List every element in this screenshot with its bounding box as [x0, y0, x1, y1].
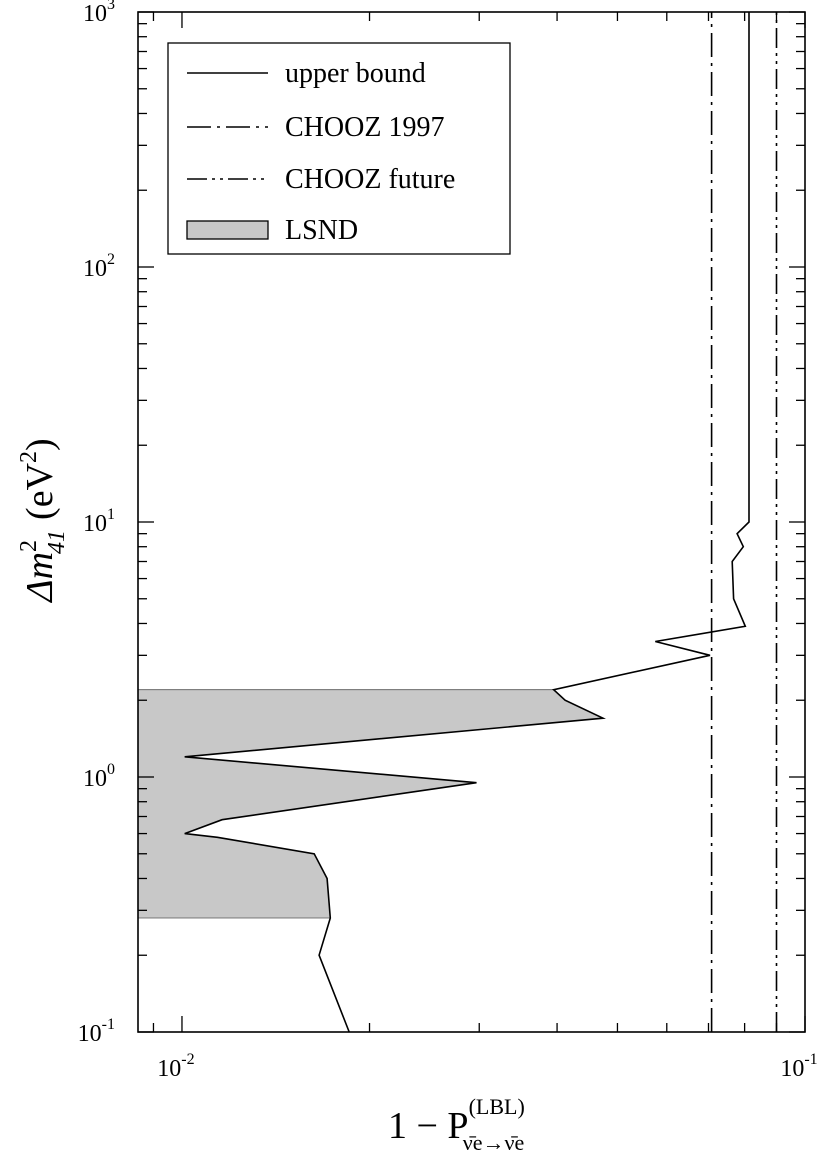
legend-label-chooz-future: CHOOZ future: [285, 164, 455, 195]
legend-label-lsnd: LSND: [285, 215, 358, 246]
y-tick-label-exp: -1: [102, 1016, 115, 1033]
y-tick-label-exp: 3: [107, 0, 115, 13]
x-tick-label-base: 10: [157, 1056, 181, 1082]
x-tick-label: 10-2: [157, 1051, 194, 1082]
y-tick-label: 10-1: [78, 1016, 115, 1047]
y-tick-label-base: 10: [83, 256, 107, 282]
series-upper-bound: [184, 12, 750, 1033]
y-tick-label: 103: [83, 0, 115, 27]
y-axis-unit-sup: 2: [16, 451, 42, 463]
x-tick-label-exp: -2: [181, 1051, 194, 1068]
x-axis-sup: (LBL): [469, 1094, 525, 1119]
y-tick-label: 100: [83, 761, 115, 792]
y-axis-title: Δm241(eV2): [16, 438, 70, 603]
x-axis-title: 1 − P(LBL) ν̄e→ν̄e: [388, 1094, 525, 1155]
svg-text:1 − P(LBL)ν̄e→ν̄e: 1 − P(LBL) ν̄e→ν̄e: [388, 1094, 525, 1155]
x-tick-label: 10-1: [780, 1051, 817, 1082]
y-axis-symbol: Δm: [19, 552, 61, 604]
y-axis-sub: 41: [44, 530, 70, 554]
y-tick-label: 102: [83, 251, 115, 282]
legend-box: [167, 42, 511, 255]
y-axis-unit-close: ): [19, 438, 61, 451]
svg-text:Δm241(eV2): Δm241(eV2): [16, 438, 70, 603]
x-axis-sub: ν̄e→ν̄e: [463, 1130, 524, 1155]
y-tick-label-exp: 2: [107, 251, 115, 268]
y-tick-label-base: 10: [83, 511, 107, 537]
series-layer: [184, 12, 778, 1033]
legend-label-upper-bound: upper bound: [285, 58, 426, 89]
y-axis-sup: 2: [16, 540, 42, 552]
y-tick-label-exp: 0: [107, 761, 115, 778]
y-tick-label-base: 10: [83, 1, 107, 27]
x-tick-label-base: 10: [780, 1056, 804, 1082]
x-tick-label-exp: -1: [804, 1051, 817, 1068]
x-axis-prefix: 1 − P: [388, 1105, 469, 1147]
y-tick-label-base: 10: [78, 1021, 102, 1047]
legend-swatch-lsnd: [186, 220, 269, 240]
y-axis-unit-open: (eV: [19, 462, 61, 520]
y-tick-label: 101: [83, 506, 115, 537]
legend: upper bound CHOOZ 1997 CHOOZ future LSND: [167, 42, 511, 255]
legend-label-chooz-1997: CHOOZ 1997: [285, 112, 444, 143]
y-tick-label-base: 10: [83, 766, 107, 792]
y-tick-label-exp: 1: [107, 506, 115, 523]
